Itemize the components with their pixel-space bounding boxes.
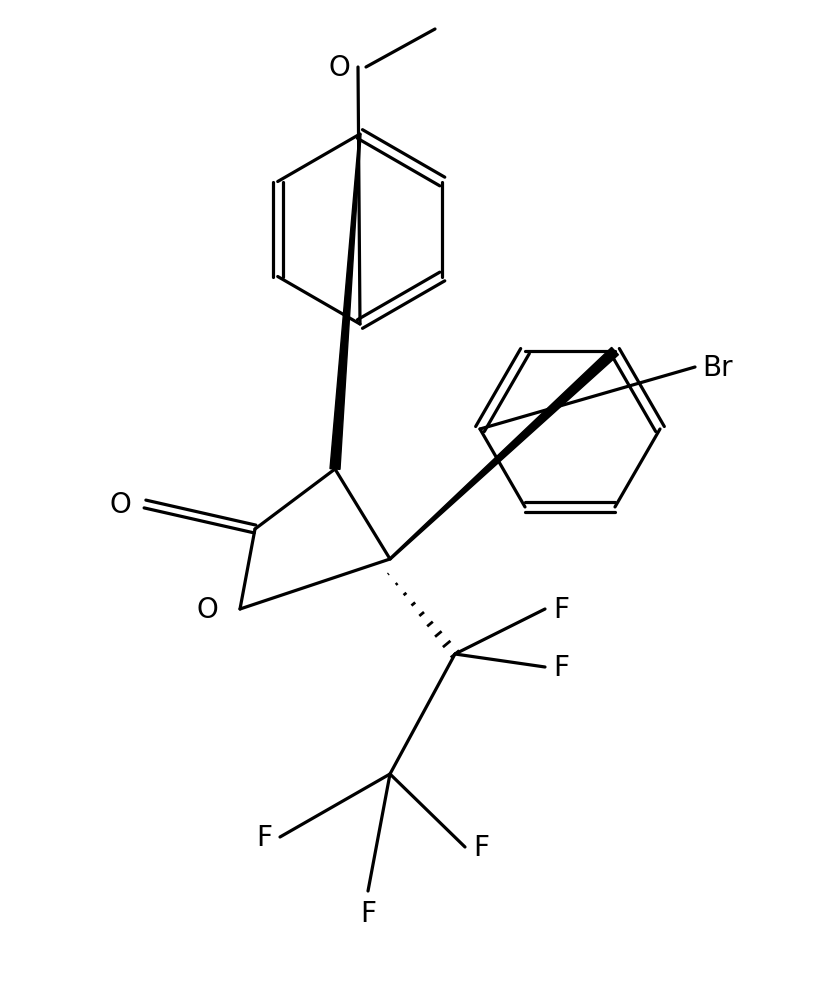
Polygon shape [389, 348, 618, 561]
Text: F: F [473, 833, 489, 862]
Text: Br: Br [702, 354, 733, 381]
Text: O: O [328, 54, 350, 82]
Text: F: F [553, 653, 569, 681]
Text: F: F [553, 596, 569, 624]
Text: F: F [256, 823, 272, 852]
Text: O: O [110, 490, 131, 519]
Polygon shape [330, 134, 361, 469]
Text: O: O [196, 596, 218, 624]
Text: F: F [360, 899, 376, 927]
